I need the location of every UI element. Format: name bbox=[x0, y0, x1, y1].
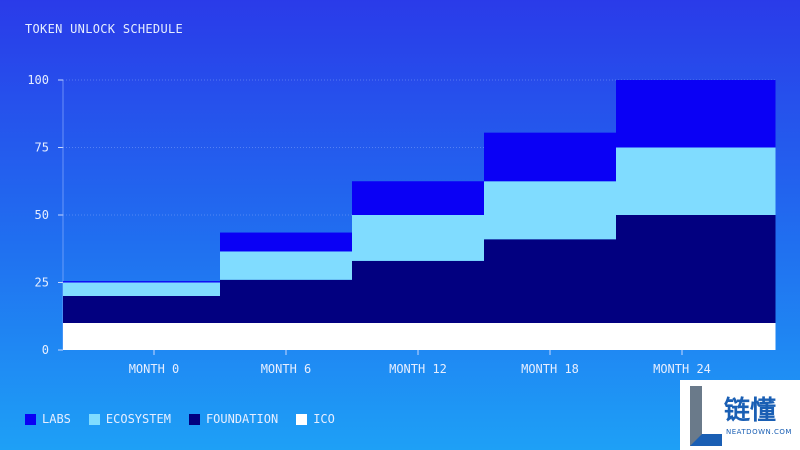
area-segment-ico bbox=[484, 323, 617, 350]
area-segment-labs bbox=[220, 232, 353, 252]
legend-swatch-foundation bbox=[188, 413, 200, 425]
area-segment-ecosystem bbox=[616, 147, 776, 215]
legend-item-ecosystem: ECOSYSTEM bbox=[88, 412, 171, 426]
area-segment-ecosystem bbox=[63, 282, 221, 296]
watermark-logo: 链懂 NEATDOWN.COM bbox=[680, 380, 800, 450]
area-segment-ecosystem bbox=[220, 251, 353, 280]
area-segment-labs bbox=[616, 80, 776, 148]
legend-item-labs: LABS bbox=[25, 412, 71, 426]
x-tick-label: MONTH 0 bbox=[129, 362, 180, 376]
logo-text-en: NEATDOWN.COM bbox=[726, 428, 792, 436]
y-tick-label: 25 bbox=[35, 276, 49, 290]
area-segment-ico bbox=[352, 323, 485, 350]
legend-label: LABS bbox=[42, 412, 71, 426]
area-segment-foundation bbox=[63, 296, 221, 323]
x-tick-label: MONTH 18 bbox=[521, 362, 579, 376]
legend-item-foundation: FOUNDATION bbox=[188, 412, 279, 426]
logo-text-cn: 链懂 bbox=[724, 396, 777, 426]
area-segment-labs bbox=[352, 181, 485, 215]
legend-label: FOUNDATION bbox=[205, 412, 279, 426]
chart: 0 25 50 75 100 MONTH 0 MONTH 6 MONTH 12 MONTH 18… bbox=[27, 73, 776, 376]
x-tick-label: MONTH 24 bbox=[653, 362, 711, 376]
area-segment-ecosystem bbox=[484, 181, 617, 240]
x-tick-label: MONTH 6 bbox=[261, 362, 312, 376]
area-segment-foundation bbox=[220, 279, 353, 323]
y-tick-label: 0 bbox=[42, 343, 49, 357]
area-segment-foundation bbox=[352, 260, 485, 323]
legend-swatch-ecosystem bbox=[88, 413, 100, 425]
y-tick-label: 75 bbox=[35, 141, 49, 155]
legend-label: ICO bbox=[313, 412, 335, 426]
legend-swatch-ico bbox=[296, 413, 308, 425]
area-segment-foundation bbox=[484, 239, 617, 323]
area-segment-ico bbox=[616, 323, 776, 350]
legend: LABS ECOSYSTEM FOUNDATION ICO bbox=[25, 412, 353, 426]
legend-label: ECOSYSTEM bbox=[105, 412, 171, 426]
legend-swatch-labs bbox=[25, 413, 36, 425]
area-segment-labs bbox=[484, 132, 617, 182]
x-tick-label: MONTH 12 bbox=[389, 362, 447, 376]
y-tick-label: 50 bbox=[35, 208, 49, 222]
chart-title: TOKEN UNLOCK SCHEDULE bbox=[25, 22, 184, 36]
area-segment-foundation bbox=[616, 215, 776, 323]
legend-item-ico: ICO bbox=[296, 412, 335, 426]
area-segment-ecosystem bbox=[352, 215, 485, 261]
area-segment-labs bbox=[63, 281, 221, 283]
area-segment-ico bbox=[63, 323, 221, 350]
logo-mark-icon bbox=[690, 386, 722, 446]
y-tick-label: 100 bbox=[27, 73, 49, 87]
area-segment-ico bbox=[220, 323, 353, 350]
